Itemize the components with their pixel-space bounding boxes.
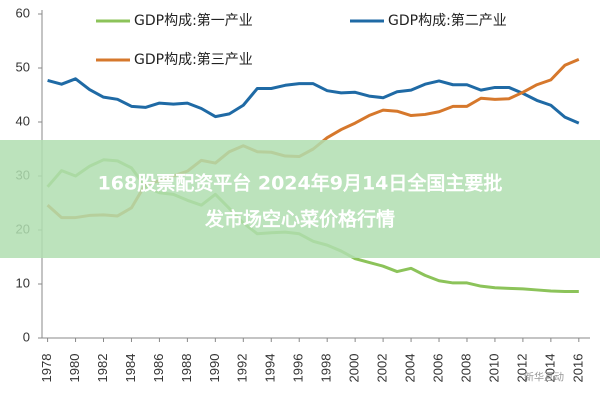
x-tick-label: 1990 [207,354,222,383]
x-tick-label: 1998 [319,354,334,383]
x-tick-label: 2008 [458,354,473,383]
x-tick-label: 2000 [347,354,362,383]
y-tick-label: 40 [16,113,30,128]
x-tick-label: 1980 [67,354,82,383]
legend-label: GDP构成:第三产业 [134,51,253,68]
x-tick-label: 1984 [123,354,138,383]
banner-background [0,140,600,258]
series-line [47,77,580,125]
x-tick-label: 1994 [263,354,278,383]
x-tick-label: 1988 [179,354,194,383]
x-tick-label: 2010 [486,354,501,383]
x-tick-label: 2006 [430,354,445,383]
banner-text: 发市场空心菜价格行情 [204,208,395,231]
legend-label: GDP构成:第二产业 [388,12,507,29]
y-tick-label: 60 [16,5,30,20]
legend-label: GDP构成:第一产业 [134,12,253,29]
x-tick-label: 1982 [95,354,110,383]
x-tick-label: 2012 [514,354,529,383]
y-tick-label: 10 [16,275,30,290]
x-tick-label: 2002 [375,354,390,383]
legend: GDP构成:第一产业 GDP构成:第二产业 GDP构成:第三产业 [96,12,507,68]
x-tick-label: 1996 [291,354,306,383]
x-tick-label: 1978 [39,354,54,383]
banner-text: 168股票配资平台 2024年9月14日全国主要批 [98,172,503,195]
x-tick-label: 1986 [151,354,166,383]
watermark: 新华互动 [524,371,564,384]
y-tick-label: 0 [23,329,30,344]
x-tick-label: 2004 [402,354,417,383]
x-tick-label: 1992 [235,354,250,383]
x-tick-label: 2014 [542,354,557,383]
x-tick-label: 2016 [570,354,585,383]
y-tick-label: 50 [16,59,30,74]
